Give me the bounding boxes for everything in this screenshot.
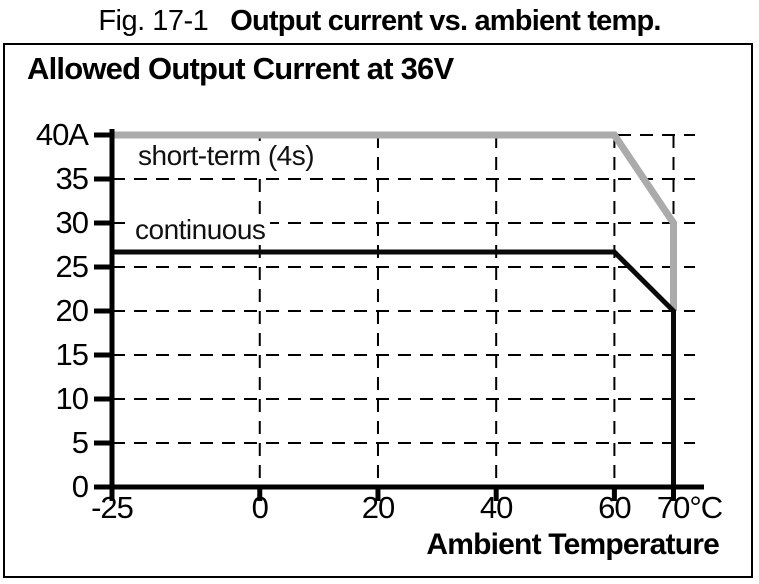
series-label-continuous: continuous [130,215,271,245]
chart-panel [3,43,753,578]
figure-number: Fig. 17-1 [98,4,209,37]
chart-heading: Allowed Output Current at 36V [27,51,454,86]
series-label-short-term: short-term (4s) [133,141,320,171]
figure-title: Output current vs. ambient temp. [230,4,661,37]
x-axis-title: Ambient Temperature [426,528,719,561]
figure-caption: Fig. 17-1 Output current vs. ambient tem… [0,1,759,41]
